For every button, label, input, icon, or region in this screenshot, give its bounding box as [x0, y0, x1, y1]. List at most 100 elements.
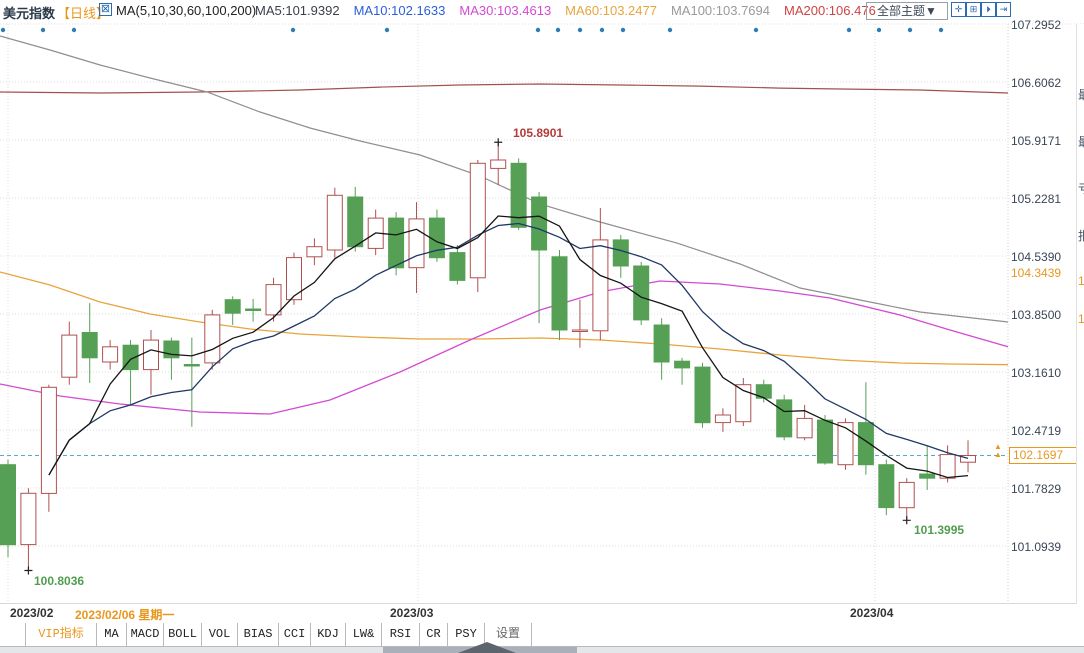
price-up-arrow-icon: ▲ ▲: [994, 442, 1002, 459]
play-forward-icon[interactable]: ⏵: [981, 2, 996, 17]
x-label-month-feb: 2023/02: [10, 606, 54, 620]
event-dot: [846, 27, 852, 33]
candle: [694, 362, 711, 428]
candle: [490, 142, 507, 186]
tab-vip-indicators[interactable]: VIP指标: [26, 623, 97, 646]
candle: [919, 445, 936, 490]
clipped-panel-text: 最: [1078, 86, 1084, 103]
tab-psy[interactable]: PSY: [448, 623, 485, 646]
candle: [265, 277, 282, 322]
tab-cr[interactable]: CR: [420, 623, 448, 646]
event-dot: [535, 27, 541, 33]
x-label-month-apr: 2023/04: [850, 606, 894, 620]
tab-boll[interactable]: BOLL: [164, 623, 202, 646]
ma-value-label: MA10:102.1633: [353, 3, 446, 18]
candle: [102, 340, 119, 370]
candle: [388, 212, 405, 276]
ma30-line: [0, 280, 1009, 415]
candle: [163, 337, 180, 380]
move-crosshair-icon[interactable]: ✛: [951, 2, 966, 17]
candle: [531, 192, 548, 324]
event-dot: [577, 27, 583, 33]
candle: [347, 186, 364, 252]
candle: [326, 187, 343, 258]
y-axis-tick: 101.0939: [1011, 540, 1062, 555]
ma-value-label: MA30:103.4613: [459, 3, 552, 18]
clipped-panel-text: 报: [1078, 227, 1084, 244]
candle: [40, 384, 57, 512]
y-axis-tick: 105.2281: [1011, 192, 1062, 206]
axis-scale-icon[interactable]: ⊞: [966, 2, 981, 17]
chart-header: 美元指数 【日线】 ⊠ MA(5,10,30,60,100,200) MA5:1…: [0, 0, 1084, 23]
candle: [204, 309, 221, 370]
event-dot: [753, 27, 759, 33]
clipped-panel-text: 最: [1078, 133, 1084, 150]
candle: [592, 208, 609, 341]
event-dot: [290, 27, 296, 33]
ma-group-label: MA(5,10,30,60,100,200): [116, 3, 257, 18]
candle: [449, 245, 466, 285]
exit-right-icon[interactable]: ⇥: [996, 2, 1011, 17]
tab-ma[interactable]: MA: [97, 623, 127, 646]
y-axis-tick: 104.5390: [1011, 250, 1062, 265]
candle: [898, 478, 915, 521]
y-axis-tick: 107.2952: [1011, 18, 1062, 32]
high-marker-cross: [494, 138, 503, 147]
candle: [939, 445, 956, 483]
candle: [878, 459, 895, 516]
candle: [755, 379, 772, 403]
candle: [428, 209, 445, 262]
ma60-line: [0, 271, 1009, 366]
y-axis-tick: 102.4719: [1011, 424, 1062, 439]
candle: [20, 488, 37, 571]
tab-rsi[interactable]: RSI: [382, 623, 420, 646]
candle: [510, 158, 527, 230]
tab-bias[interactable]: BIAS: [238, 623, 279, 646]
low-price-annotation-right: 101.3995: [914, 523, 965, 537]
high-price-annotation: 105.8901: [513, 126, 564, 140]
tab-macd[interactable]: MACD: [127, 623, 164, 646]
candle: [776, 394, 793, 441]
candle: [674, 357, 691, 385]
theme-dropdown[interactable]: 全部主题▼: [866, 2, 948, 20]
x-axis-row: 2023/02 2023/02/06 星期一 2023/03 2023/04: [0, 603, 1084, 624]
indicator-chart-icon: ⊠: [99, 3, 112, 16]
candle: [81, 303, 98, 383]
y-axis-tick: 103.1610: [1011, 366, 1062, 381]
candle: [571, 299, 588, 348]
event-dot: [667, 27, 673, 33]
candle: [245, 298, 262, 322]
low-price-annotation-left: 100.8036: [34, 574, 85, 588]
tab-kdj[interactable]: KDJ: [311, 623, 346, 646]
symbol-title: 美元指数: [3, 6, 56, 21]
ma5-line: [48, 215, 969, 479]
candle: [306, 238, 323, 266]
y-axis-tick: 106.6062: [1011, 76, 1062, 90]
candle: [612, 234, 629, 278]
event-dot: [555, 27, 561, 33]
event-dot: [907, 27, 913, 33]
tab-settings[interactable]: 设置: [485, 623, 532, 646]
ma200-line: [0, 83, 1009, 94]
tab-vol[interactable]: VOL: [202, 623, 238, 646]
tab-lw[interactable]: LW&: [346, 623, 382, 646]
candle: [469, 160, 486, 293]
level-marker-label: 104.3439: [1011, 266, 1062, 280]
event-dot: [71, 27, 77, 33]
ma-value-label: MA100:103.7694: [670, 3, 770, 18]
event-dot: [876, 27, 882, 33]
event-dot: [0, 27, 6, 33]
ma10-line: [48, 222, 969, 476]
event-dot: [620, 27, 626, 33]
candle: [633, 261, 650, 325]
panel-expand-handle[interactable]: [458, 642, 516, 653]
candle: [714, 408, 731, 432]
candle: [960, 440, 976, 473]
tab-cci[interactable]: CCI: [279, 623, 311, 646]
period-tag[interactable]: 【日线】: [57, 6, 110, 21]
clipped-panel-text: 1: [1078, 312, 1084, 326]
candle: [61, 321, 78, 385]
low-marker-cross-right: [902, 516, 911, 525]
